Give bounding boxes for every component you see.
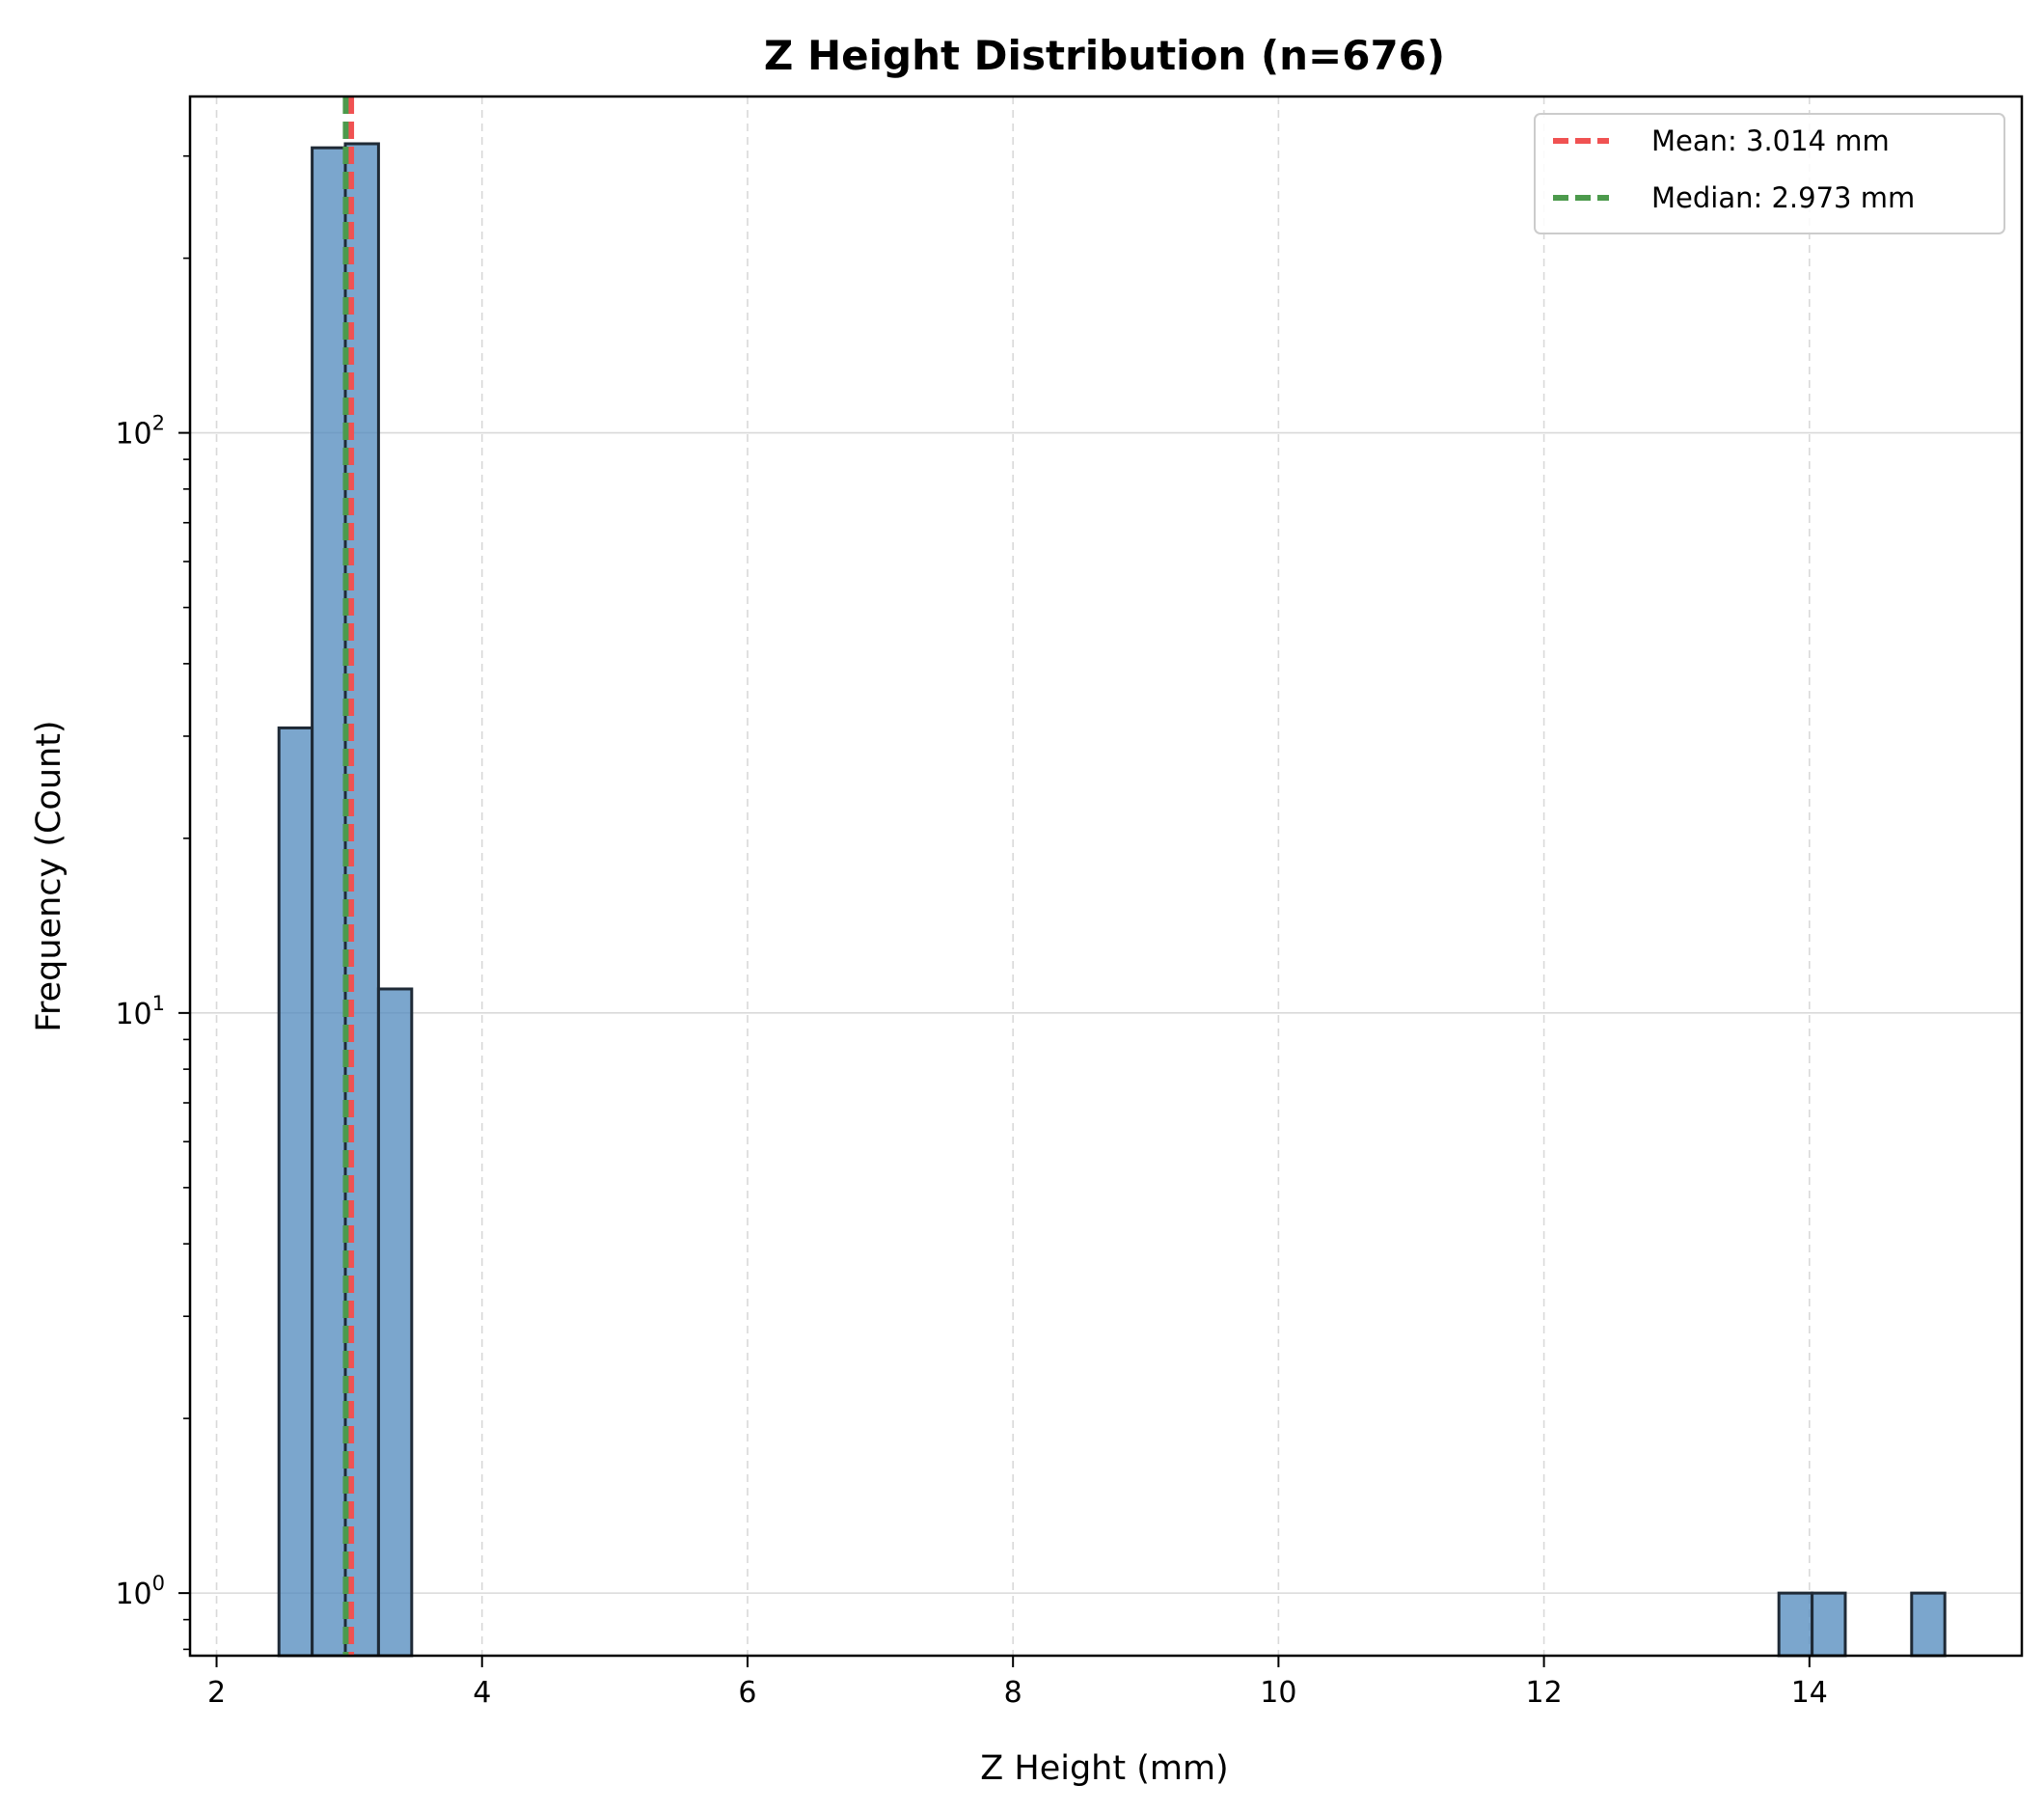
histogram-bar (1910, 1591, 1947, 1658)
histogram-bar (376, 987, 414, 1658)
x-tick-label: 12 (1526, 1676, 1563, 1710)
x-axis-ticks: 2 4 6 8 10 12 14 (207, 1656, 1828, 1710)
plot-frame (188, 95, 2024, 1658)
grid-lines (190, 96, 2022, 1656)
x-tick-label: 10 (1260, 1676, 1296, 1710)
y-tick-base: 10 (115, 418, 151, 452)
legend-median-label: Median: 2.973 mm (1651, 181, 1915, 214)
y-tick-exponent: 0 (152, 1572, 165, 1595)
y-tick-exponent: 2 (152, 412, 165, 435)
chart-title: Z Height Distribution (n=676) (764, 32, 1445, 79)
y-axis-label: Frequency (Count) (30, 720, 68, 1031)
x-tick-label: 4 (473, 1676, 491, 1710)
x-tick-label: 14 (1791, 1676, 1828, 1710)
y-tick-exponent: 1 (152, 992, 165, 1015)
histogram-bars (277, 142, 1947, 1658)
x-tick-label: 2 (207, 1676, 226, 1710)
y-tick-label: 101 (115, 992, 165, 1031)
y-tick-label: 100 (115, 1572, 165, 1611)
legend-box (1534, 113, 2005, 234)
y-tick-base: 10 (115, 1578, 151, 1611)
histogram-bar (311, 146, 347, 1658)
x-axis-label: Z Height (mm) (980, 1749, 1228, 1788)
histogram-bar (1811, 1591, 1847, 1658)
legend-mean-label: Mean: 3.014 mm (1651, 124, 1890, 157)
y-tick-label: 102 (115, 412, 165, 452)
reference-lines (342, 96, 355, 1656)
x-tick-label: 6 (738, 1676, 756, 1710)
x-tick-label: 8 (1004, 1676, 1022, 1710)
y-tick-base: 10 (115, 998, 151, 1031)
legend: Mean: 3.014 mm Median: 2.973 mm (1534, 113, 2005, 234)
histogram-bar (277, 726, 314, 1658)
histogram-bar (1777, 1591, 1814, 1658)
